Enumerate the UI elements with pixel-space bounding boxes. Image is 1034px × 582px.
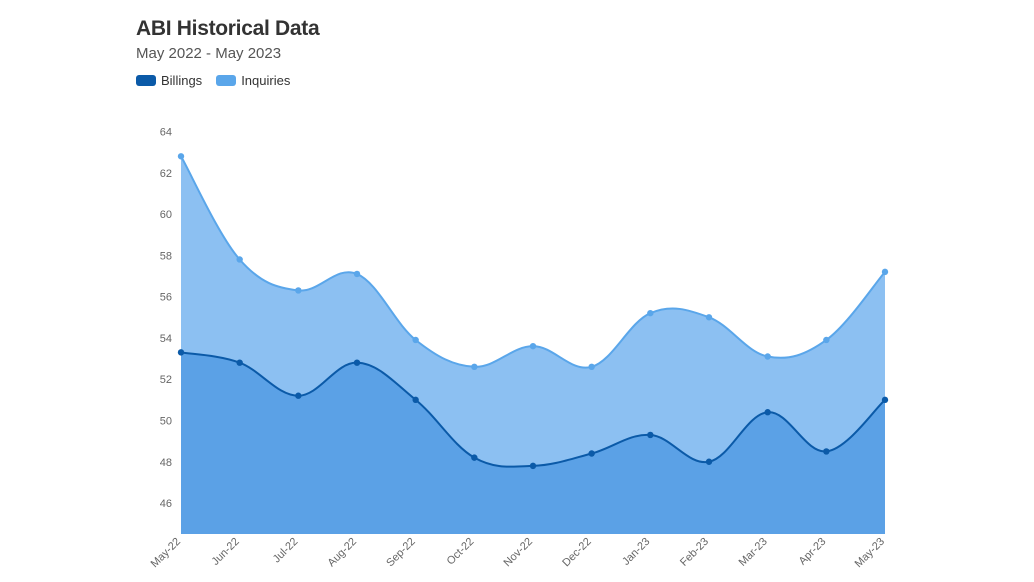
point-billings[interactable] — [647, 431, 654, 439]
x-tick-label: Apr-23 — [797, 536, 829, 568]
x-tick-label: May-22 — [149, 536, 183, 570]
point-billings[interactable] — [705, 458, 713, 465]
point-billings[interactable] — [177, 349, 185, 356]
legend-item-billings[interactable]: Billings — [136, 73, 202, 88]
point-billings[interactable] — [353, 359, 361, 366]
y-tick-label: 60 — [160, 209, 172, 221]
x-tick-label: May-23 — [853, 536, 887, 570]
legend-label-billings: Billings — [161, 73, 203, 88]
y-tick-label: 50 — [160, 415, 172, 427]
point-billings[interactable] — [529, 462, 537, 470]
x-tick-label: Mar-23 — [737, 536, 770, 569]
point-inquiries[interactable] — [881, 268, 889, 276]
point-inquiries[interactable] — [705, 314, 713, 321]
chart-subtitle: May 2022 - May 2023 — [136, 45, 282, 62]
chart-legend: Billings Inquiries — [136, 73, 304, 88]
y-tick-label: 46 — [160, 498, 172, 510]
x-tick-label: Oct-22 — [445, 536, 477, 568]
point-inquiries[interactable] — [823, 336, 830, 344]
point-inquiries[interactable] — [236, 256, 243, 263]
point-billings[interactable] — [823, 448, 830, 455]
point-billings[interactable] — [881, 396, 889, 404]
y-tick-label: 52 — [160, 374, 172, 386]
x-tick-label: Feb-23 — [678, 536, 711, 569]
point-billings[interactable] — [412, 396, 419, 404]
point-billings[interactable] — [295, 392, 302, 399]
point-inquiries[interactable] — [647, 309, 654, 317]
legend-label-inquiries: Inquiries — [241, 73, 291, 88]
point-inquiries[interactable] — [529, 342, 537, 350]
point-inquiries[interactable] — [471, 363, 478, 371]
y-tick-label: 58 — [160, 250, 172, 262]
x-tick-label: Jun-22 — [210, 536, 242, 568]
y-tick-label: 64 — [160, 127, 172, 139]
point-billings[interactable] — [236, 359, 243, 366]
point-inquiries[interactable] — [588, 363, 595, 371]
point-billings[interactable] — [588, 450, 595, 457]
x-tick-label: Dec-22 — [560, 536, 594, 570]
area-billings — [181, 352, 885, 534]
x-tick-label: Aug-22 — [326, 536, 360, 570]
point-inquiries[interactable] — [295, 287, 302, 294]
x-tick-label: Nov-22 — [502, 536, 536, 570]
y-tick-label: 56 — [160, 292, 172, 304]
point-inquiries[interactable] — [412, 336, 419, 344]
point-inquiries[interactable] — [177, 153, 185, 160]
chart-title: ABI Historical Data — [136, 17, 320, 40]
x-tick-label: Jan-23 — [620, 536, 652, 568]
legend-swatch-inquiries — [216, 75, 237, 86]
point-billings[interactable] — [764, 409, 771, 416]
chart-header: ABI Historical Data May 2022 - May 2023 — [136, 16, 320, 65]
legend-item-inquiries[interactable]: Inquiries — [216, 73, 290, 88]
x-tick-label: Sep-22 — [384, 536, 418, 570]
legend-swatch-billings — [136, 75, 156, 86]
point-inquiries[interactable] — [764, 353, 771, 360]
x-tick-label: Jul-22 — [271, 536, 301, 566]
point-billings[interactable] — [471, 454, 478, 461]
y-tick-label: 48 — [160, 457, 172, 469]
y-tick-label: 54 — [160, 333, 172, 345]
point-inquiries[interactable] — [353, 270, 361, 278]
y-tick-label: 62 — [160, 168, 172, 180]
